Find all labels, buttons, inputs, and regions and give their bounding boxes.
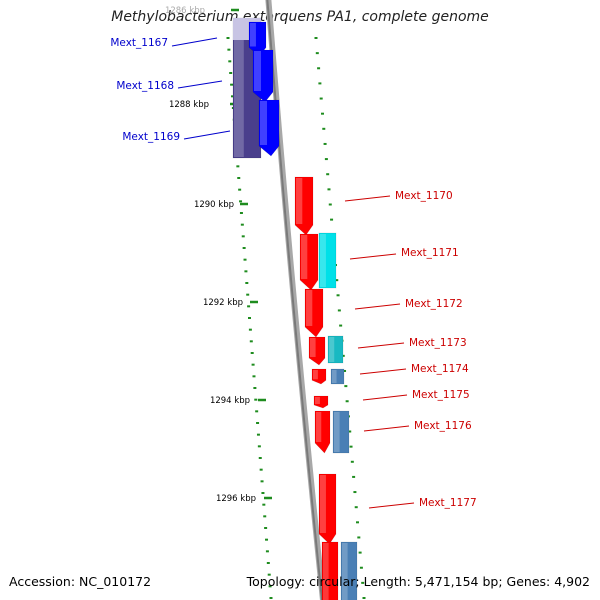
gene-arrow-mext-1168-highlight	[254, 51, 261, 91]
gene-arrow-mext-1172[interactable]	[304, 288, 324, 338]
gene-arrow-mext-1175[interactable]	[313, 395, 329, 409]
gene-arrow-mext-1167-highlight	[250, 23, 256, 47]
gene-arrow-mext-1175-highlight	[315, 397, 320, 404]
gene-arrow-mext-1169-highlight	[260, 101, 267, 145]
gene-block-cyan-1171[interactable]	[318, 232, 337, 289]
gene-arrow-mext-1174[interactable]	[311, 368, 327, 385]
gene-arrow-mext-1172-highlight	[306, 290, 313, 326]
label-leader-mext-1174	[359, 368, 407, 375]
gene-block-cyan-1173-highlight	[329, 337, 335, 362]
gene-label-mext-1174[interactable]: Mext_1174	[411, 363, 469, 375]
gene-arrow-mext-1170-highlight	[296, 178, 303, 224]
gene-label-mext-1169[interactable]: Mext_1169	[122, 131, 180, 143]
gene-label-mext-1170[interactable]: Mext_1170	[395, 190, 453, 202]
gene-block-navy-highlight	[234, 19, 244, 157]
gene-block-steel-1176-highlight	[334, 412, 340, 452]
gene-arrow-mext-1173[interactable]	[308, 336, 326, 366]
genome-title: Methylobacterium extorquens PA1, complet…	[111, 9, 489, 25]
gene-arrow-mext-1168[interactable]	[252, 49, 274, 103]
label-leader-mext-1176	[363, 425, 410, 432]
gene-block-steel-1174-highlight	[332, 370, 337, 383]
gene-arrow-mext-1169[interactable]	[258, 99, 280, 157]
genome-summary: Topology: circular; Length: 5,471,154 bp…	[246, 574, 590, 589]
label-leader-mext-1171	[349, 253, 397, 260]
accession-text: Accession: NC_010172	[9, 574, 152, 589]
gene-label-mext-1171[interactable]: Mext_1171	[401, 247, 459, 259]
label-leader-mext-1170	[344, 195, 391, 202]
position-label: 1292 kbp	[203, 298, 243, 308]
gene-arrow-mext-1176-highlight	[316, 412, 322, 442]
gene-block-steel-1176[interactable]	[332, 410, 350, 454]
label-leader-mext-1169	[183, 130, 231, 140]
gene-label-mext-1168[interactable]: Mext_1168	[116, 80, 174, 92]
gene-arrow-mext-1176[interactable]	[314, 410, 331, 454]
position-label: 1290 kbp	[194, 200, 234, 210]
gene-arrow-mext-1173-highlight	[310, 338, 316, 357]
label-leader-mext-1175	[362, 394, 408, 401]
position-label: 1288 kbp	[169, 100, 209, 110]
gene-arrow-mext-1171[interactable]	[299, 233, 319, 291]
gene-block-steel-bottom-highlight	[342, 543, 348, 600]
gene-arrow-mext-1174-highlight	[313, 370, 318, 380]
label-leader-mext-1172	[354, 303, 401, 310]
position-label: 1294 kbp	[210, 396, 250, 406]
gene-label-mext-1175[interactable]: Mext_1175	[412, 389, 470, 401]
gene-label-mext-1177[interactable]: Mext_1177	[419, 497, 477, 509]
label-leader-mext-1167	[171, 37, 218, 47]
gene-block-steel-bottom[interactable]	[340, 541, 358, 600]
position-label: 1286 kbp	[165, 6, 205, 16]
label-leader-mext-1168	[177, 80, 223, 89]
gene-block-cyan-1173[interactable]	[327, 335, 344, 364]
gene-arrow-mext-1177[interactable]	[318, 473, 337, 545]
gene-arrow-mext-1177-highlight	[320, 475, 326, 533]
gene-block-steel-1174[interactable]	[330, 368, 345, 385]
gene-arrow-mext-1170[interactable]	[294, 176, 314, 236]
genome-backbone-edge	[266, 0, 323, 600]
gene-block-red-bottom-highlight	[323, 543, 329, 600]
gene-label-mext-1167[interactable]: Mext_1167	[110, 37, 168, 49]
gene-label-mext-1172[interactable]: Mext_1172	[405, 298, 463, 310]
gene-arrow-mext-1171-highlight	[301, 235, 308, 279]
gene-block-red-bottom[interactable]	[321, 541, 339, 600]
gene-label-mext-1176[interactable]: Mext_1176	[414, 420, 472, 432]
gene-label-mext-1173[interactable]: Mext_1173	[409, 337, 467, 349]
label-leader-mext-1177	[368, 502, 415, 509]
position-label: 1296 kbp	[216, 494, 256, 504]
gene-block-cyan-1171-highlight	[320, 234, 326, 287]
label-leader-mext-1173	[357, 342, 405, 349]
